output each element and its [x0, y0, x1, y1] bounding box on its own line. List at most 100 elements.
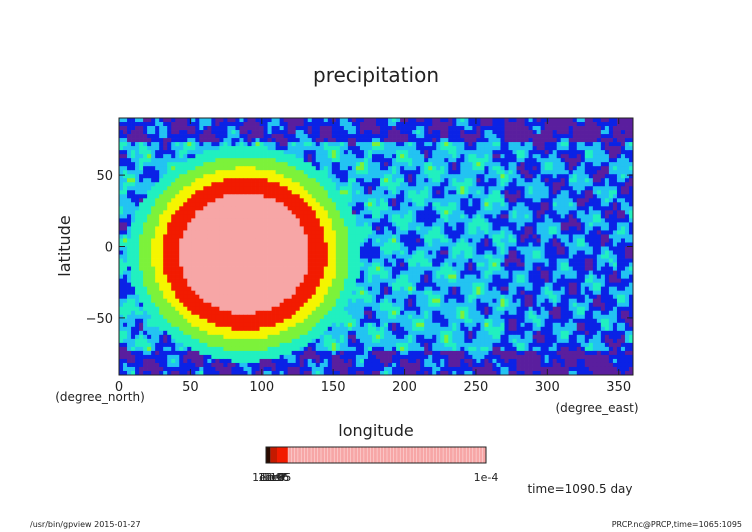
contour-cell [568, 186, 574, 191]
contour-cell [343, 254, 349, 259]
contour-cell [376, 198, 381, 203]
contour-cell [139, 190, 144, 195]
contour-cell [384, 134, 389, 139]
contour-cell [524, 210, 529, 215]
contour-cell [392, 246, 397, 251]
contour-cell [516, 150, 521, 155]
contour-cell [504, 246, 509, 251]
contour-cell [311, 174, 317, 179]
contour-cell [496, 254, 501, 259]
contour-cell [123, 158, 128, 163]
contour-cell [127, 226, 132, 231]
contour-cell [283, 258, 289, 263]
contour-cell [239, 270, 244, 275]
contour-cell [532, 214, 537, 219]
contour-cell [576, 214, 582, 219]
contour-cell [347, 202, 353, 207]
contour-cell [560, 150, 566, 155]
contour-cell [488, 226, 493, 231]
contour-cell [600, 202, 606, 207]
contour-cell [452, 122, 457, 127]
contour-cell [500, 246, 505, 251]
contour-cell [616, 206, 622, 211]
contour-cell [155, 162, 160, 167]
contour-cell [564, 194, 570, 199]
contour-cell [303, 154, 309, 159]
contour-cell [412, 210, 417, 215]
contour-cell [303, 118, 309, 123]
contour-cell [367, 186, 373, 191]
contour-cell [572, 210, 578, 215]
contour-cell [588, 194, 594, 199]
contour-cell [331, 146, 337, 151]
contour-cell [500, 162, 505, 167]
contour-cell [143, 214, 148, 219]
contour-cell [239, 170, 244, 175]
contour-cell [400, 174, 405, 179]
contour-cell [287, 190, 293, 195]
contour-cell [628, 182, 633, 187]
contour-cell [416, 234, 421, 239]
contour-cell [267, 238, 272, 243]
contour-cell [143, 186, 148, 191]
contour-cell [596, 170, 602, 175]
contour-cell [147, 178, 152, 183]
contour-cell [339, 202, 345, 207]
contour-cell [580, 238, 586, 243]
contour-cell [552, 246, 558, 251]
contour-cell [592, 230, 598, 235]
contour-cell [163, 262, 168, 267]
contour-cell [323, 238, 329, 243]
contour-cell [355, 262, 361, 267]
contour-cell [323, 158, 329, 163]
contour-cell [151, 174, 156, 179]
contour-cell [255, 250, 260, 255]
contour-cell [331, 210, 337, 215]
contour-cell [271, 226, 276, 231]
contour-cell [544, 150, 550, 155]
contour-cell [568, 218, 574, 223]
contour-cell [227, 134, 232, 139]
contour-cell [311, 162, 317, 167]
contour-cell [239, 178, 244, 183]
contour-cell [259, 206, 264, 211]
contour-cell [464, 206, 469, 211]
contour-cell [396, 134, 401, 139]
contour-cell [420, 242, 425, 247]
contour-cell [552, 166, 558, 171]
contour-cell [255, 198, 260, 203]
contour-cell [319, 230, 325, 235]
contour-cell [616, 250, 622, 255]
contour-cell [440, 198, 445, 203]
contour-cell [496, 162, 501, 167]
contour-cell [460, 178, 465, 183]
contour-cell [536, 118, 541, 123]
contour-cell [408, 150, 413, 155]
contour-cell [371, 202, 377, 207]
contour-cell [183, 206, 188, 211]
contour-cell [456, 178, 461, 183]
contour-cell [508, 182, 513, 187]
contour-cell [428, 262, 433, 267]
contour-cell [460, 258, 465, 263]
contour-cell [460, 150, 465, 155]
contour-cell [536, 138, 541, 143]
contour-cell [608, 186, 614, 191]
contour-cell [191, 178, 196, 183]
contour-cell [608, 202, 614, 207]
contour-cell [255, 138, 260, 143]
contour-cell [151, 162, 156, 167]
contour-cell [520, 258, 525, 263]
contour-cell [500, 198, 505, 203]
contour-cell [359, 214, 365, 219]
contour-cell [428, 166, 433, 171]
contour-cell [175, 254, 180, 259]
contour-cell [283, 234, 289, 239]
contour-cell [612, 122, 618, 127]
contour-cell [440, 242, 445, 247]
contour-cell [488, 206, 493, 211]
contour-cell [147, 226, 152, 231]
contour-cell [287, 206, 293, 211]
contour-cell [171, 130, 176, 135]
contour-cell [319, 150, 325, 155]
